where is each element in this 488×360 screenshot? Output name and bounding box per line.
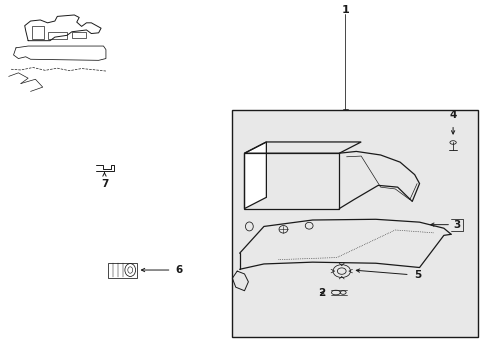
Bar [47, 32, 67, 39]
Text: 2: 2 [318, 288, 325, 297]
Text: 7: 7 [101, 179, 108, 189]
Polygon shape [244, 142, 266, 208]
Text: 5: 5 [413, 270, 420, 280]
Text: 1: 1 [341, 5, 348, 15]
Text: 3: 3 [453, 220, 460, 230]
Text: 4: 4 [448, 111, 456, 120]
Bar [232, 111, 477, 337]
Bar [108, 263, 136, 278]
Text: 6: 6 [175, 265, 183, 275]
Bar [72, 32, 86, 38]
Bar [31, 26, 43, 39]
